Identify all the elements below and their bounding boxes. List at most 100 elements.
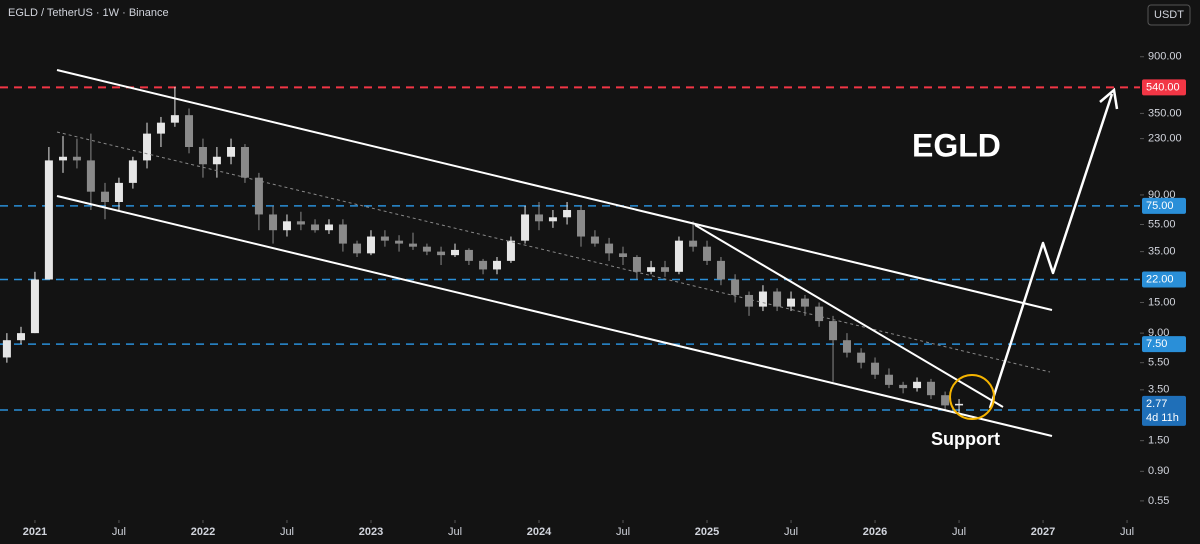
upper-channel-line [56, 69, 1053, 311]
candle-body [324, 224, 333, 231]
levels [0, 86, 1140, 411]
candle-body [773, 291, 782, 307]
candle-body [30, 279, 39, 334]
candle-body [521, 214, 530, 241]
candle-body [674, 240, 683, 272]
arrow-head [1099, 87, 1119, 110]
candle-body [899, 384, 908, 389]
level-label-box [1142, 197, 1186, 214]
candle-body [422, 246, 431, 252]
candle-body [619, 253, 628, 257]
candle-body [563, 210, 572, 218]
x-tick-label: Jul [280, 526, 294, 538]
candle-body [450, 249, 459, 256]
candle-body [311, 224, 320, 231]
candle-body [227, 147, 236, 157]
candle-body [380, 236, 389, 241]
candle-body [758, 291, 767, 307]
y-tick-label: 0.55 [1148, 495, 1169, 507]
candle-body [338, 224, 347, 244]
candle-body [156, 122, 165, 134]
candle-body [703, 246, 712, 261]
drawings [56, 69, 1119, 437]
level-label: 22.00 [1146, 273, 1174, 285]
candle-body [240, 147, 249, 178]
x-tick-label: 2024 [527, 526, 552, 538]
x-tick-label: Jul [952, 526, 966, 538]
candle-body [731, 279, 740, 295]
candle-body [185, 115, 194, 148]
candle-body [72, 156, 81, 161]
candle-body [689, 240, 698, 247]
x-tick-label: 2022 [191, 526, 215, 538]
symbol-annotation: EGLD [912, 127, 1001, 163]
candle-body [787, 298, 796, 307]
x-tick-label: Jul [1120, 526, 1134, 538]
level-label-box [1142, 271, 1186, 288]
candle-body [506, 240, 515, 261]
x-tick-label: 2025 [695, 526, 719, 538]
candle-body [632, 256, 641, 272]
candle-body [661, 267, 670, 272]
candle-body [44, 160, 53, 280]
currency-button-label[interactable]: USDT [1154, 9, 1184, 21]
candle-body [86, 160, 95, 192]
candle-body [913, 381, 922, 389]
candle-body [464, 249, 473, 261]
candle-body [842, 340, 851, 353]
candle-body [745, 294, 754, 307]
y-tick-label: 230.00 [1148, 133, 1182, 145]
candle-body [296, 221, 305, 225]
y-tick-label: 9.00 [1148, 327, 1169, 339]
candle-body [590, 236, 599, 244]
candle-body [535, 214, 544, 222]
candle-body [353, 243, 362, 254]
axes: 900.00 350.00 230.00 90.00 55.00 35.00 15.00 9.… [23, 51, 1186, 538]
y-tick-label: 90.00 [1148, 189, 1176, 201]
candle-body [577, 210, 586, 237]
candle-body [198, 147, 207, 165]
candle-body [941, 395, 950, 406]
y-tick-label: 900.00 [1148, 51, 1182, 63]
x-tick-label: Jul [112, 526, 126, 538]
x-tick-label: 2021 [23, 526, 47, 538]
candle-body [282, 221, 291, 231]
y-tick-label: 5.50 [1148, 357, 1169, 369]
candle-body [857, 352, 866, 363]
chart-title: EGLD / TetherUS · 1W · Binance [8, 7, 169, 19]
candle-body [254, 177, 263, 215]
candle-body [366, 236, 375, 254]
currency-button[interactable] [1147, 4, 1191, 26]
level-label: 7.50 [1146, 338, 1167, 350]
candle-body [128, 160, 137, 183]
x-tick-label: Jul [448, 526, 462, 538]
candle-body [647, 267, 656, 272]
level-label-box [1142, 79, 1186, 96]
x-tick-label: Jul [616, 526, 630, 538]
support-annotation: Support [931, 429, 1000, 449]
support-circle [949, 374, 995, 420]
y-tick-label: 0.90 [1148, 465, 1169, 477]
y-tick-label: 35.00 [1148, 246, 1176, 258]
y-tick-label: 350.00 [1148, 107, 1182, 119]
candle-body [926, 381, 935, 396]
time-axis [0, 520, 1140, 544]
y-tick-label: 55.00 [1148, 218, 1176, 230]
candle-body [437, 251, 446, 256]
projection-arrow [988, 93, 1114, 409]
candle-body [871, 362, 880, 375]
candle-body [59, 156, 68, 161]
lower-channel-line [56, 195, 1053, 437]
candle-body [548, 217, 557, 222]
y-tick-label: 3.50 [1148, 384, 1169, 396]
candle-body [143, 133, 152, 161]
y-tick-label: 1.50 [1148, 435, 1169, 447]
candle-body [884, 374, 893, 385]
candle-body [605, 243, 614, 254]
candle-body [269, 214, 278, 231]
candle-body [17, 333, 26, 341]
level-label: 75.00 [1146, 200, 1174, 212]
candles [2, 86, 964, 413]
